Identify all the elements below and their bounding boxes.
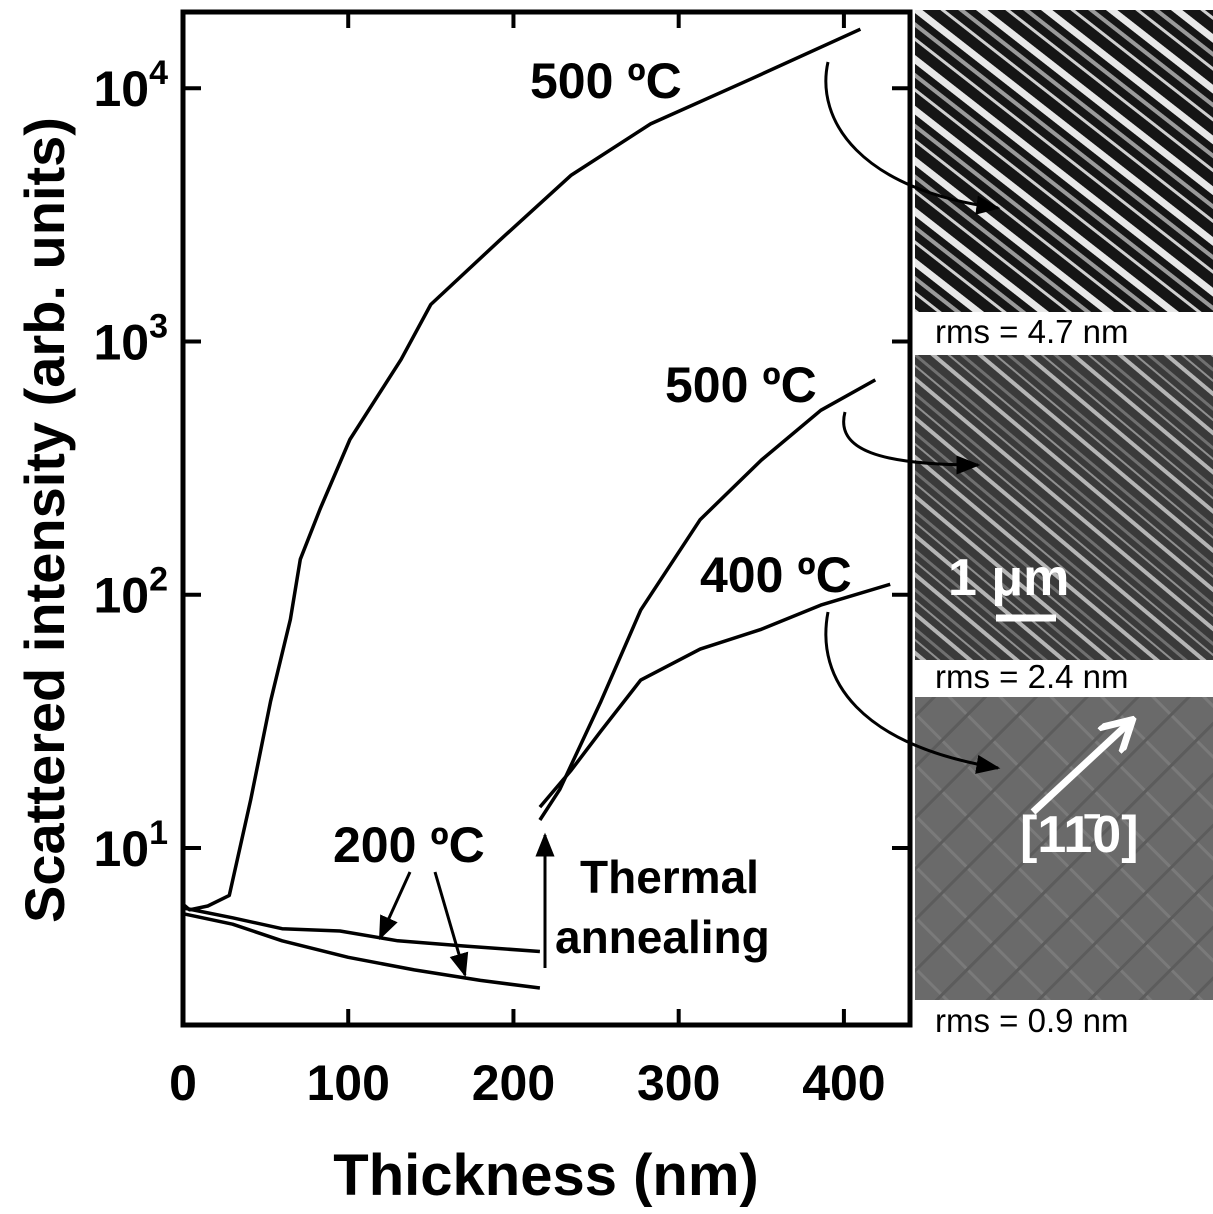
y-tick-label: 103 (93, 307, 168, 370)
curve-label: 500 ºC (530, 53, 682, 109)
y-tick-label-exponent: 4 (149, 54, 168, 92)
scale-bar-label: 1 μm (948, 549, 1069, 607)
x-tick-label: 400 (802, 1055, 885, 1111)
plot-frame (180, 9, 913, 1028)
arrow (824, 611, 1001, 774)
data-line (182, 911, 541, 990)
annotation-arrows (378, 61, 1001, 978)
curve-label: 400 ºC (700, 547, 852, 603)
arrow (378, 871, 412, 941)
image-caption: rms = 0.9 nm (935, 1002, 1128, 1039)
x-axis-label: Thickness (nm) (333, 1143, 758, 1208)
data-line (181, 27, 862, 912)
y-axis-label: Scattered intensity (arb. units) (13, 117, 76, 923)
afm-image (915, 697, 1213, 1000)
y-tick-label: 102 (93, 561, 168, 624)
annotation: annealing (555, 911, 770, 963)
y-tick-label-base: 10 (93, 568, 149, 624)
x-tick-label: 0 (169, 1055, 197, 1111)
y-tick-label-base: 10 (93, 314, 149, 370)
y-tick-label: 101 (93, 814, 168, 877)
direction-label: [11̄0] (1020, 806, 1139, 864)
afm-image (915, 355, 1213, 660)
y-tick-label-exponent: 1 (149, 814, 168, 852)
y-tick-label-exponent: 2 (149, 561, 168, 599)
direction-arrow (1030, 722, 1130, 815)
image-caption: rms = 4.7 nm (935, 313, 1128, 350)
afm-image (915, 10, 1213, 312)
curve-label: 200 ºC (333, 817, 485, 873)
curve-label: 500 ºC (665, 357, 817, 413)
data-line (182, 906, 541, 954)
arrow (433, 871, 469, 978)
y-tick-label: 104 (93, 54, 168, 117)
y-tick-label-exponent: 3 (149, 307, 168, 345)
data-line (538, 582, 891, 809)
y-tick-label-base: 10 (93, 61, 149, 117)
image-caption: rms = 2.4 nm (935, 658, 1128, 695)
annotation: Thermal (580, 851, 759, 903)
afm-images: rms = 4.7 nm rms = 2.4 nm rms = 0.9 nm 1… (915, 10, 1213, 1039)
x-tick-label: 200 (472, 1055, 555, 1111)
x-tick-label: 100 (307, 1055, 390, 1111)
y-tick-label-base: 10 (93, 821, 149, 877)
arrow (842, 411, 981, 475)
x-tick-label: 300 (637, 1055, 720, 1111)
arrow (824, 61, 1001, 215)
